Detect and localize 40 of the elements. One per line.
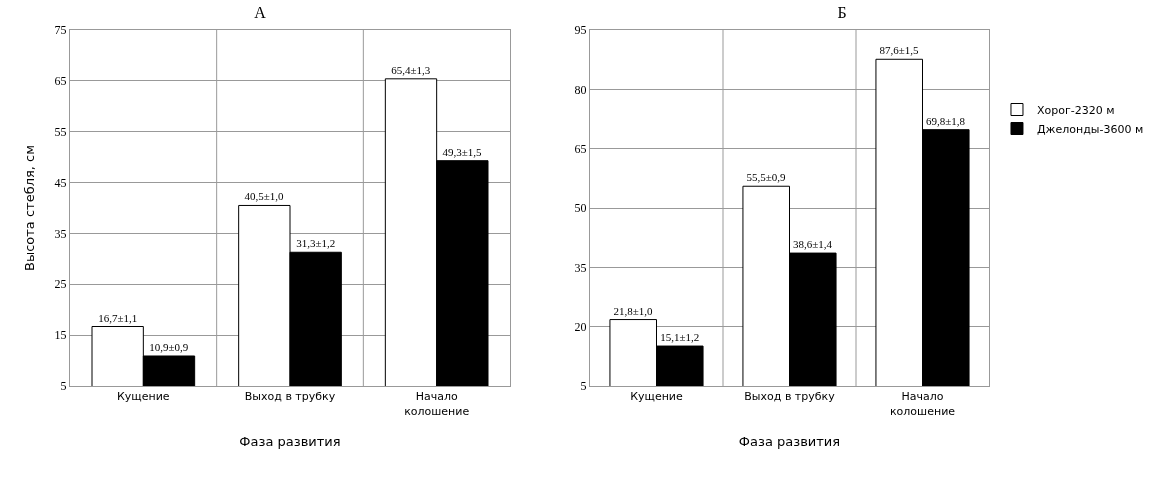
data-label: 69,8±1,8 bbox=[926, 114, 966, 127]
data-label: 15,1±1,2 bbox=[660, 331, 700, 344]
data-label: 21,8±1,0 bbox=[613, 304, 653, 317]
y-tick-label: 35 bbox=[54, 226, 67, 241]
x-tick-label: Выход в трубку bbox=[744, 390, 836, 404]
y-tick-label: 65 bbox=[54, 74, 67, 89]
y-tick-label: 5 bbox=[60, 379, 67, 394]
y-tick-label: 50 bbox=[574, 201, 587, 216]
chart-title: Б bbox=[837, 4, 847, 22]
y-axis-title: Высота стебля, см bbox=[22, 144, 37, 272]
x-tick-label: Кущение bbox=[117, 390, 170, 404]
y-tick-label: 95 bbox=[574, 23, 587, 38]
data-label: 10,9±0,9 bbox=[149, 340, 189, 353]
y-tick-label: 80 bbox=[574, 82, 587, 97]
y-tick-label: 55 bbox=[54, 124, 67, 139]
y-tick-label: 75 bbox=[54, 23, 67, 38]
chart-title: А bbox=[254, 4, 267, 22]
data-label: 16,7±1,1 bbox=[98, 311, 138, 324]
y-tick-label: 20 bbox=[574, 319, 587, 334]
x-tick-label: Начало колошение bbox=[404, 390, 470, 418]
legend-label: Джелонды-3600 м bbox=[1036, 122, 1144, 136]
data-label: 31,3±1,2 bbox=[296, 237, 336, 250]
x-axis-title: Фаза развития bbox=[738, 434, 841, 450]
y-tick-label: 25 bbox=[54, 277, 67, 292]
x-tick-label: Кущение bbox=[630, 390, 684, 404]
y-tick-label: 15 bbox=[54, 328, 67, 343]
y-tick-label: 5 bbox=[580, 379, 587, 394]
data-label: 87,6±1,5 bbox=[879, 44, 919, 57]
data-label: 40,5±1,0 bbox=[244, 190, 285, 203]
data-label: 55,5±0,9 bbox=[746, 171, 786, 184]
y-tick-label: 35 bbox=[574, 260, 587, 275]
legend-label: Хорог-2320 м bbox=[1036, 103, 1115, 117]
data-label: 38,6±1,4 bbox=[793, 238, 833, 251]
x-tick-label: Выход в трубку bbox=[244, 390, 336, 404]
y-tick-label: 65 bbox=[574, 141, 587, 156]
x-axis-title: Фаза развития bbox=[239, 434, 341, 450]
y-tick-label: 45 bbox=[54, 175, 67, 190]
data-label: 49,3±1,5 bbox=[442, 145, 483, 158]
data-label: 65,4±1,3 bbox=[391, 63, 431, 76]
x-tick-label: Начало колошение bbox=[889, 390, 956, 418]
